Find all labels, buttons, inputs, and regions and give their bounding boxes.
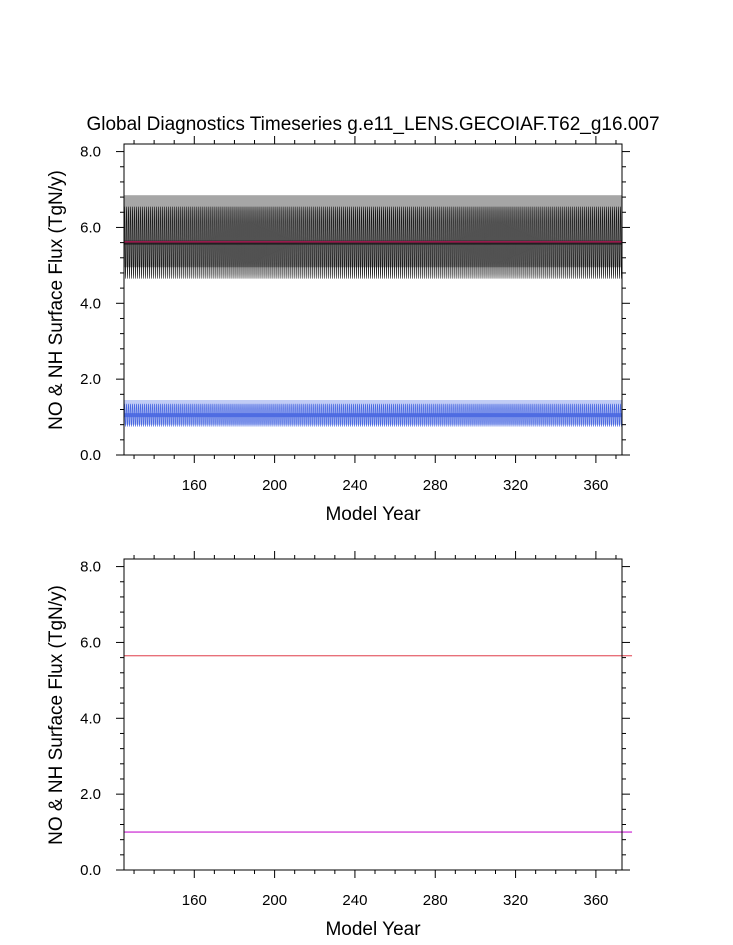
top-y-axis-title: NO & NH Surface Flux (TgN/y) — [46, 170, 67, 430]
bottom-x-tick-label: 320 — [503, 892, 528, 909]
top-x-tick-label: 240 — [342, 477, 367, 494]
top-x-tick-label: 160 — [182, 477, 207, 494]
bottom-ticks: 160 200 240 280 320 360 0.0 2.0 4.0 6.0 8.0 — [80, 551, 630, 909]
bottom-y-axis-title: NO & NH Surface Flux (TgN/y) — [46, 585, 67, 845]
bottom-y-tick-label: 6.0 — [80, 634, 101, 651]
bottom-y-tick-label: 2.0 — [80, 786, 101, 803]
bottom-plot-frame — [123, 558, 623, 871]
bottom-x-tick-label: 280 — [423, 892, 448, 909]
top-x-tick-label: 200 — [262, 477, 287, 494]
top-y-tick-label: 4.0 — [80, 295, 101, 312]
top-y-tick-label: 6.0 — [80, 219, 101, 236]
bottom-y-tick-label: 8.0 — [80, 559, 101, 576]
bottom-plot-area — [124, 655, 633, 833]
bottom-y-tick-label: 4.0 — [80, 710, 101, 727]
bottom-x-tick-label: 240 — [342, 892, 367, 909]
top-plot-frame — [123, 143, 623, 456]
top-y-tick-label: 0.0 — [80, 447, 101, 464]
top-y-tick-label: 8.0 — [80, 144, 101, 161]
bottom-x-axis-title: Model Year — [325, 919, 421, 940]
top-x-tick-label: 320 — [503, 477, 528, 494]
top-x-tick-label: 360 — [583, 477, 608, 494]
top-x-axis-title: Model Year — [325, 504, 421, 525]
bottom-x-tick-label: 160 — [182, 892, 207, 909]
top-panel: 160 200 240 280 320 360 0.0 2.0 4.0 6.0 8.0 Model … — [46, 136, 630, 525]
bottom-x-tick-label: 360 — [583, 892, 608, 909]
figure-title: Global Diagnostics Timeseries g.e11_LENS… — [86, 114, 659, 135]
top-plot-area — [124, 195, 622, 427]
top-x-tick-label: 280 — [423, 477, 448, 494]
bottom-panel: 160 200 240 280 320 360 0.0 2.0 4.0 6.0 8.0 Model … — [46, 551, 633, 940]
top-ticks: 160 200 240 280 320 360 0.0 2.0 4.0 6.0 8.0 — [80, 136, 630, 494]
top-y-tick-label: 2.0 — [80, 371, 101, 388]
bottom-x-tick-label: 200 — [262, 892, 287, 909]
bottom-y-tick-label: 0.0 — [80, 862, 101, 879]
